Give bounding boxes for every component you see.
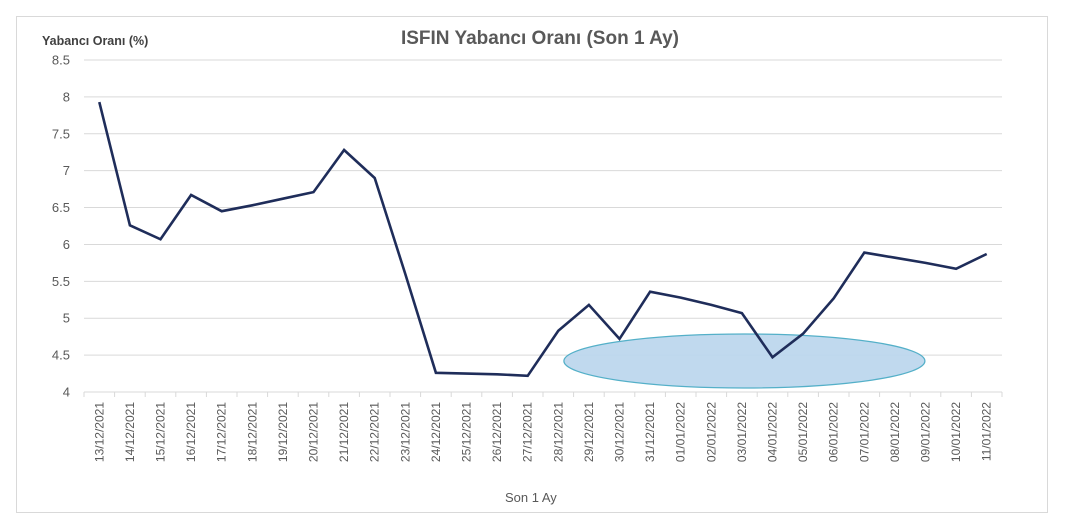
y-tick-label: 5 — [63, 311, 70, 326]
x-tick-label: 18/12/2021 — [245, 402, 259, 462]
x-tick-label: 24/12/2021 — [429, 402, 443, 462]
x-axis-ticks: 13/12/2021 14/12/2021 15/12/2021 16/12/2021… — [92, 402, 993, 462]
x-tick-label: 25/12/2021 — [460, 402, 474, 462]
x-tick-label: 19/12/2021 — [276, 402, 290, 462]
y-tick-label: 8 — [63, 89, 70, 104]
y-tick-label: 4 — [63, 385, 70, 400]
x-tick-label: 05/01/2022 — [796, 402, 810, 462]
y-tick-label: 5.5 — [52, 274, 70, 289]
x-tick-label: 02/01/2022 — [704, 402, 718, 462]
x-tick-label: 01/01/2022 — [674, 402, 688, 462]
x-tick-label: 23/12/2021 — [398, 402, 412, 462]
x-tick-label: 15/12/2021 — [154, 402, 168, 462]
x-tick-label: 21/12/2021 — [337, 402, 351, 462]
chart-title: ISFIN Yabancı Oranı (Son 1 Ay) — [400, 28, 680, 49]
x-axis — [83, 392, 1003, 397]
y-tick-label: 7 — [63, 163, 70, 178]
x-tick-label: 06/01/2022 — [827, 402, 841, 462]
x-tick-label: 03/01/2022 — [735, 402, 749, 462]
y-tick-label: 6.5 — [52, 200, 70, 215]
x-tick-label: 17/12/2021 — [215, 402, 229, 462]
x-tick-label: 30/12/2021 — [613, 402, 627, 462]
x-tick-label: 08/01/2022 — [888, 402, 902, 462]
x-tick-label: 20/12/2021 — [307, 402, 321, 462]
x-tick-label: 11/01/2022 — [980, 402, 994, 461]
x-tick-label: 29/12/2021 — [582, 402, 596, 462]
x-tick-label: 26/12/2021 — [490, 402, 504, 462]
x-tick-label: 10/01/2022 — [949, 402, 963, 462]
x-tick-label: 22/12/2021 — [368, 402, 382, 462]
y-tick-label: 7.5 — [52, 126, 70, 141]
x-tick-label: 16/12/2021 — [184, 402, 198, 462]
x-tick-label: 13/12/2021 — [92, 402, 106, 462]
x-tick-label: 14/12/2021 — [123, 402, 137, 462]
x-tick-label: 04/01/2022 — [766, 402, 780, 462]
x-tick-label: 09/01/2022 — [919, 402, 933, 462]
y-tick-label: 4.5 — [52, 348, 70, 363]
x-tick-label: 31/12/2021 — [643, 402, 657, 462]
chart-frame — [16, 16, 1048, 513]
x-axis-label: Son 1 Ay — [505, 490, 557, 505]
x-tick-label: 28/12/2021 — [551, 402, 565, 462]
x-tick-label: 07/01/2022 — [857, 402, 871, 462]
y-tick-label: 6 — [63, 237, 70, 252]
highlight-ellipse — [563, 333, 926, 389]
y-axis-label: Yabancı Oranı (%) — [42, 34, 149, 48]
data-line — [98, 101, 988, 378]
y-axis-ticks: 8.5 8 7.5 7 6.5 6 5.5 5 4.5 4 — [52, 53, 70, 400]
y-tick-label: 8.5 — [52, 53, 70, 68]
x-tick-label: 27/12/2021 — [521, 402, 535, 462]
